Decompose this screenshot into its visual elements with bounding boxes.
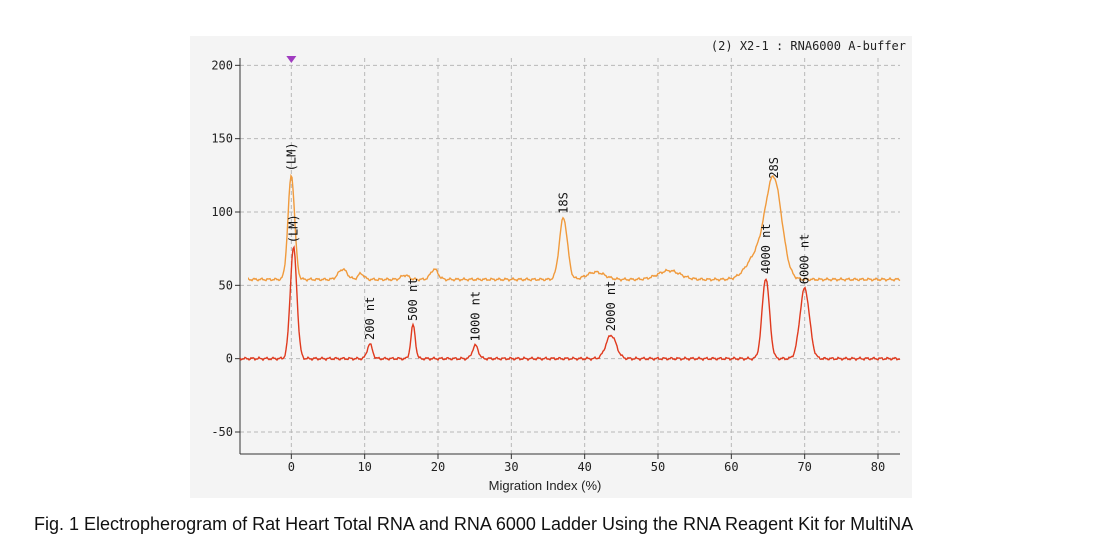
chart-panel: 0 10 20 30 40 50 60 70 80 200 150 100 50 0 -50 (2) X2-1…	[190, 36, 912, 498]
x-tick-label: 30	[504, 460, 518, 474]
peak-label: (LM)	[287, 214, 301, 243]
electropherogram-chart: 0 10 20 30 40 50 60 70 80 200 150 100 50 0 -50 (2) X2-1…	[211, 39, 906, 493]
chart-header: (2) X2-1 : RNA6000 A-buffer	[711, 39, 906, 53]
figure-caption: Fig. 1 Electropherogram of Rat Heart Tot…	[34, 514, 914, 534]
x-tick-label: 70	[797, 460, 811, 474]
y-tick-label: 0	[226, 352, 233, 366]
peak-label: 200 nt	[363, 297, 377, 340]
peak-label: (LM)	[284, 142, 298, 171]
y-tick-label: 100	[211, 205, 233, 219]
x-axis-label: Migration Index (%)	[489, 478, 602, 493]
y-tick-label: 200	[211, 58, 233, 72]
x-tick-label: 60	[724, 460, 738, 474]
start-marker-icon	[286, 56, 297, 63]
y-tick-label: 150	[211, 132, 233, 146]
x-tick-label: 40	[577, 460, 591, 474]
peak-label: 2000 nt	[604, 281, 618, 332]
peak-label: 1000 nt	[468, 291, 482, 342]
peak-label: 500 nt	[406, 278, 420, 321]
x-tick-label: 80	[871, 460, 885, 474]
series-line-rna_6000_ladder	[239, 245, 901, 362]
x-tick-label: 50	[651, 460, 665, 474]
x-tick-label: 20	[431, 460, 445, 474]
plot-area	[240, 58, 900, 454]
peak-label: 28S	[767, 157, 781, 179]
y-tick-label: -50	[211, 425, 233, 439]
series-line-rat_heart_total_rna	[248, 173, 901, 283]
peak-label: 4000 nt	[759, 223, 773, 274]
x-tick-label: 0	[288, 460, 295, 474]
x-tick-label: 10	[357, 460, 371, 474]
y-tick-label: 50	[219, 278, 233, 292]
peak-label: 6000 nt	[798, 234, 812, 285]
peak-label: 18S	[556, 192, 570, 214]
